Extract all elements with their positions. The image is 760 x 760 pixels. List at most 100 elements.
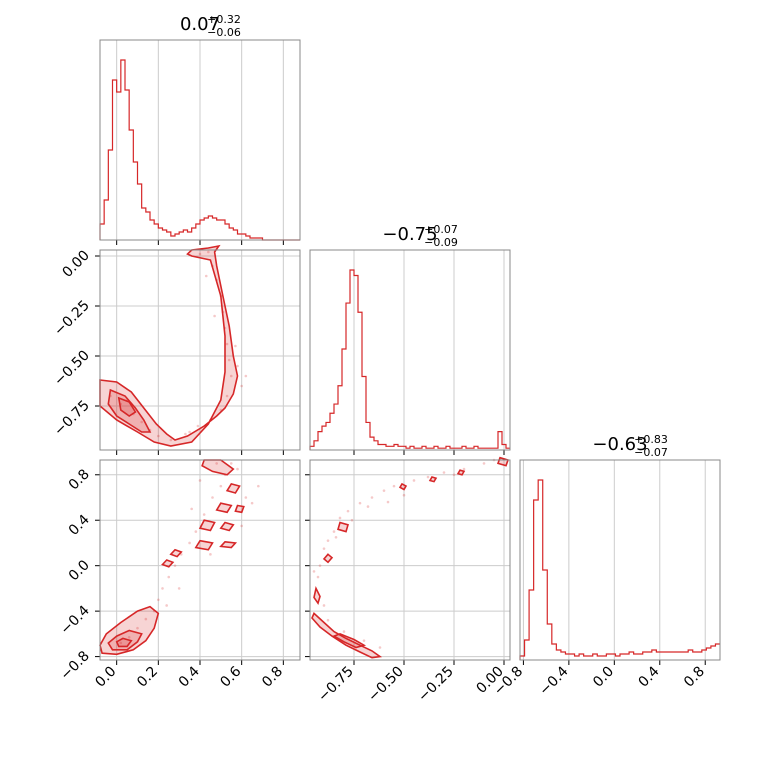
- contour-1-2-7: [428, 476, 438, 483]
- sample-point-0-2-13: [211, 496, 214, 499]
- sample-point-0-2-1: [127, 635, 131, 639]
- title-param-1-plus: +0.07: [424, 223, 458, 236]
- sample-point-0-2-22: [209, 553, 212, 556]
- sample-point-1-2-3: [326, 539, 330, 542]
- y-tick-label-2-4: −0.8: [57, 648, 92, 683]
- sample-point-0-2-24: [236, 467, 239, 471]
- sample-point-0-2-25: [215, 462, 218, 465]
- sample-point-0-1-26: [204, 274, 208, 278]
- sample-point-0-1-13: [229, 374, 233, 378]
- sample-point-1-2-4: [332, 530, 336, 533]
- contour-0-2-1: [107, 629, 143, 651]
- sample-point-0-1-25: [213, 314, 216, 318]
- contour-1-2-1: [311, 612, 383, 659]
- sample-point-0-2-6: [161, 587, 164, 590]
- x-tick-label-1-1: −0.50: [365, 664, 407, 706]
- sample-point-1-2-14: [462, 467, 466, 471]
- sample-point-0-2-8: [173, 564, 177, 567]
- sample-point-1-2-27: [402, 493, 406, 497]
- title-param-2-value: −0.63: [592, 434, 647, 455]
- contour-1-2-4: [337, 521, 349, 533]
- sample-point-1-2-22: [350, 518, 354, 522]
- x-tick-label-2-2: 0.0: [590, 664, 617, 691]
- sample-point-0-2-20: [190, 507, 193, 511]
- x-tick-label-1-2: −0.25: [415, 664, 457, 706]
- sample-point-0-1-6: [157, 434, 160, 438]
- sample-point-1-2-15: [482, 462, 486, 465]
- title-param-2: −0.63: [592, 434, 647, 455]
- sample-point-1-2-28: [452, 473, 456, 477]
- sample-point-0-1-23: [236, 364, 239, 368]
- x-tick-label-0-1: 0.2: [134, 664, 161, 691]
- sample-point-0-2-2: [136, 626, 139, 630]
- sample-point-0-1-12: [225, 394, 229, 398]
- y-tick-label-2-1: 0.4: [66, 512, 93, 539]
- sample-point-1-2-12: [426, 475, 430, 479]
- contour-0-2-2: [115, 637, 133, 648]
- y-tick-label-2-0: 0.8: [66, 466, 93, 493]
- y-tick-label-1-0: 0.00: [59, 248, 92, 281]
- sample-point-0-1-24: [240, 384, 243, 388]
- sample-point-1-2-2: [322, 547, 326, 550]
- histogram-frame-0: [99, 39, 301, 241]
- sample-point-0-2-26: [165, 604, 168, 607]
- sample-point-0-2-11: [194, 530, 198, 533]
- x-tick-label-2-4: 0.8: [681, 664, 708, 691]
- sample-point-1-2-17: [322, 604, 326, 607]
- sample-point-1-2-10: [392, 484, 396, 488]
- sample-point-0-2-0: [119, 641, 123, 645]
- sample-point-0-1-21: [207, 250, 210, 254]
- contour-0-2-8: [219, 521, 235, 532]
- sample-point-0-1-14: [227, 358, 231, 362]
- title-param-0-value: 0.07: [180, 14, 220, 35]
- contour-0-2-5: [215, 502, 233, 514]
- title-param-0-minus: −0.06: [207, 26, 241, 39]
- panel-frame-0-2: [99, 459, 301, 661]
- sample-point-1-2-21: [378, 646, 382, 649]
- contour-1-2-8: [456, 469, 466, 476]
- sample-point-0-2-27: [257, 484, 260, 488]
- x-tick-label-2-3: 0.4: [636, 663, 663, 690]
- sample-point-0-1-22: [198, 252, 202, 256]
- sample-point-0-1-8: [184, 432, 187, 436]
- contour-0-2-3: [201, 459, 235, 476]
- sample-point-1-2-6: [346, 509, 350, 513]
- sample-point-1-2-26: [334, 535, 338, 539]
- contour-1-2-5: [496, 456, 510, 467]
- sample-point-1-2-18: [326, 618, 330, 622]
- x-tick-label-0-2: 0.4: [176, 663, 203, 690]
- sample-point-0-2-18: [244, 496, 248, 499]
- sample-point-1-2-9: [382, 489, 386, 492]
- sample-point-0-1-29: [244, 374, 248, 378]
- sample-point-1-2-0: [316, 575, 320, 579]
- histogram-frame-1: [309, 249, 511, 451]
- title-param-0: 0.07: [180, 14, 220, 35]
- sample-point-0-2-7: [167, 575, 171, 579]
- contour-1-2-3: [322, 553, 334, 564]
- sample-point-1-2-13: [442, 471, 446, 474]
- histogram-param-1: [309, 269, 510, 450]
- sample-point-1-2-7: [358, 501, 362, 505]
- y-tick-label-2-3: −0.4: [57, 603, 92, 638]
- title-param-1: −0.75: [382, 224, 437, 245]
- histogram-param-2: [519, 479, 720, 660]
- sample-point-0-2-23: [177, 587, 181, 590]
- contour-0-2-9: [194, 539, 214, 551]
- x-tick-label-2-1: −0.4: [536, 663, 571, 698]
- sample-point-0-2-3: [144, 617, 148, 621]
- contour-0-2-10: [219, 540, 238, 549]
- contour-1-2-6: [398, 482, 408, 491]
- sample-point-1-2-8: [370, 496, 374, 499]
- sample-point-0-2-19: [198, 479, 202, 482]
- contour-0-2-7: [198, 519, 216, 532]
- sample-point-0-1-15: [225, 342, 229, 346]
- title-param-1-value: −0.75: [382, 224, 437, 245]
- sample-point-1-2-1: [318, 564, 322, 567]
- sample-point-0-2-16: [229, 462, 233, 465]
- x-tick-label-0-3: 0.6: [217, 663, 244, 690]
- sample-point-1-2-19: [342, 630, 346, 633]
- sample-point-1-2-5: [338, 516, 342, 520]
- histogram-frame-2: [519, 459, 721, 661]
- sample-point-0-2-5: [157, 598, 160, 602]
